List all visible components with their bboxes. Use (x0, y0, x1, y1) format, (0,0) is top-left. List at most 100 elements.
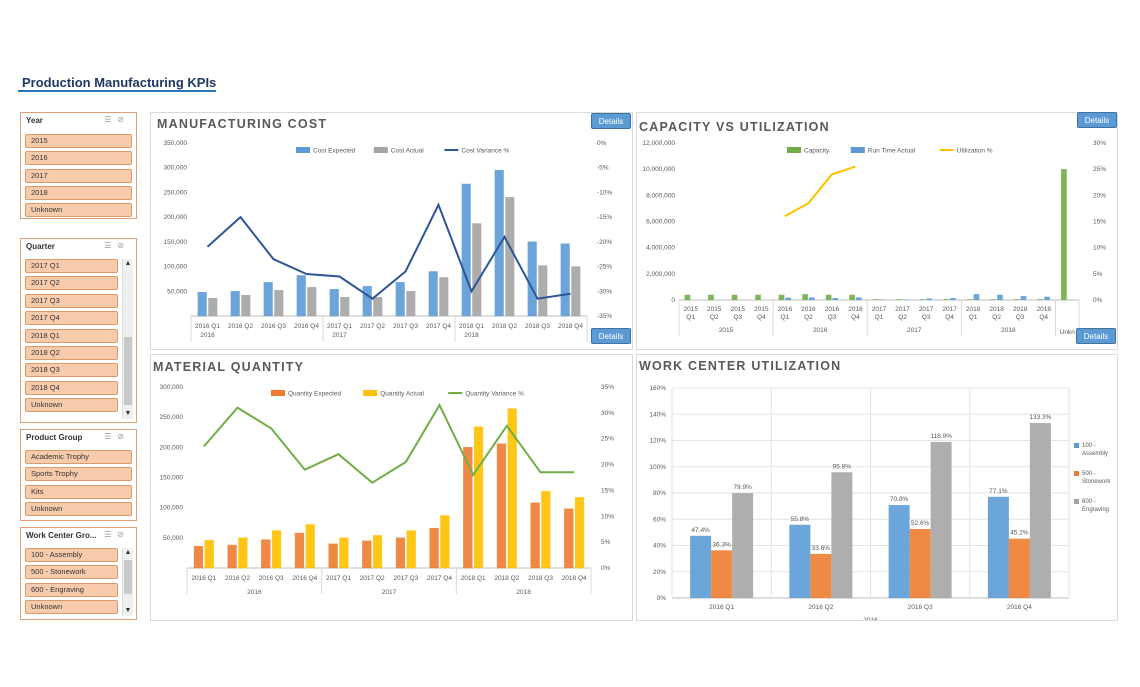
scroll-thumb[interactable] (124, 337, 132, 405)
legend-swatch (1074, 499, 1079, 504)
data-label: 33.6% (812, 545, 831, 552)
legend-label: Quantity Actual (380, 391, 424, 398)
slicer-item[interactable]: Unknown (25, 502, 132, 516)
bar (1029, 423, 1051, 598)
y-tick-label: 100% (649, 464, 666, 471)
chart-title: MANUFACTURING COST (157, 117, 328, 131)
slicer-item[interactable]: Unknown (25, 600, 118, 614)
data-label: 79.9% (733, 484, 752, 491)
x-tick-label: 2017 (872, 306, 887, 313)
details-button[interactable]: Details (1077, 112, 1117, 128)
slicer-item[interactable]: 2015 (25, 134, 132, 148)
y2-tick-label: 30% (601, 410, 614, 417)
slicer-item[interactable]: 2018 Q1 (25, 329, 118, 343)
year-slicer: Year ☰⊘ 2015 2016 2017 2018 Unknown (20, 112, 137, 219)
y2-tick-label: 20% (1093, 192, 1106, 199)
slicer-scrollbar[interactable]: ▲ ▼ (122, 259, 133, 419)
x-tick-label: Q1 (875, 314, 884, 321)
multi-select-icon[interactable]: ☰ (104, 115, 118, 124)
slicer-item[interactable]: 2017 Q3 (25, 294, 118, 308)
slicer-item[interactable]: 600 - Engraving (25, 583, 118, 597)
x-tick-label: 2016 Q1 (195, 323, 220, 330)
slicer-item[interactable]: 2018 Q4 (25, 381, 118, 395)
data-label: 133.3% (1029, 414, 1051, 421)
bar (271, 530, 282, 569)
x-tick-label: 2016 Q4 (294, 323, 319, 330)
scroll-up-icon[interactable]: ▲ (124, 549, 132, 556)
x-tick-label: 2017 (919, 306, 934, 313)
slicer-item[interactable]: 2017 (25, 169, 132, 183)
y-tick-label: 100,000 (160, 505, 184, 512)
x-tick-label: 2016 (848, 306, 863, 313)
clear-filter-icon[interactable]: ⊘ (117, 115, 130, 124)
slicer-item[interactable]: 2018 (25, 186, 132, 200)
y2-tick-label: 5% (1093, 271, 1103, 278)
bar (461, 183, 471, 317)
slicer-item[interactable]: 2018 Q3 (25, 363, 118, 377)
data-label: 47.4% (691, 527, 710, 534)
x-tick-label: Q1 (686, 314, 695, 321)
legend-label: Engraving (1082, 507, 1109, 513)
x-tick-label: Q3 (922, 314, 931, 321)
x-tick-label: 2016 (825, 306, 840, 313)
x-tick-label: 2016 Q1 (191, 575, 216, 582)
multi-select-icon[interactable]: ☰ (104, 432, 118, 441)
x-tick-label: 2015 (707, 306, 722, 313)
clear-filter-icon[interactable]: ⊘ (117, 241, 130, 250)
clear-filter-icon[interactable]: ⊘ (117, 432, 130, 441)
bar (973, 294, 980, 300)
bar (825, 294, 832, 300)
scroll-thumb[interactable] (124, 560, 132, 594)
x-tick-label: Q1 (969, 314, 978, 321)
legend-label: Cost Expected (313, 148, 356, 155)
slicer-item[interactable]: Academic Trophy (25, 450, 132, 464)
quarter-slicer: Quarter ☰⊘ 2017 Q1 2017 Q2 2017 Q3 2017 … (20, 238, 137, 423)
bar (538, 265, 548, 317)
line-series (203, 402, 575, 484)
slicer-item[interactable]: 100 - Assembly (25, 548, 118, 562)
scroll-down-icon[interactable]: ▼ (124, 607, 132, 614)
bar (372, 535, 383, 569)
slicer-item[interactable]: Sports Trophy (25, 467, 132, 481)
y2-tick-label: 0% (601, 565, 611, 572)
slicer-item[interactable]: 500 - Stonework (25, 565, 118, 579)
clear-filter-icon[interactable]: ⊘ (117, 530, 130, 539)
bar (428, 271, 438, 317)
x-tick-label: 2015 (684, 306, 699, 313)
slicer-item[interactable]: 2018 Q2 (25, 346, 118, 360)
slicer-item[interactable]: Unknown (25, 398, 118, 412)
slicer-item[interactable]: Unknown (25, 203, 132, 217)
y2-tick-label: -30% (597, 288, 612, 295)
legend-swatch (1074, 443, 1079, 448)
details-button[interactable]: Details (591, 113, 631, 129)
details-button[interactable]: Details (1076, 328, 1116, 344)
line-series (206, 202, 571, 300)
multi-select-icon[interactable]: ☰ (104, 241, 118, 250)
x-tick-label: Q2 (898, 314, 907, 321)
slicer-item[interactable]: Kits (25, 485, 132, 499)
bar (943, 299, 950, 300)
details-button[interactable]: Details (591, 328, 631, 344)
slicer-item[interactable]: 2017 Q1 (25, 259, 118, 273)
slicer-scrollbar[interactable]: ▲ ▼ (122, 548, 133, 616)
slicer-item[interactable]: 2016 (25, 151, 132, 165)
slicer-item[interactable]: 2017 Q4 (25, 311, 118, 325)
bar (997, 294, 1003, 300)
scroll-up-icon[interactable]: ▲ (124, 260, 132, 267)
y2-tick-label: 0% (1093, 297, 1103, 304)
y-tick-label: 80% (653, 490, 666, 497)
slicer-item[interactable]: 2017 Q2 (25, 276, 118, 290)
y2-tick-label: 15% (601, 487, 614, 494)
y-tick-label: 150,000 (164, 239, 188, 246)
legend-label: Stonework (1082, 479, 1111, 485)
bar (711, 550, 733, 598)
multi-select-icon[interactable]: ☰ (104, 530, 118, 539)
bar (274, 290, 284, 317)
y-tick-label: 250,000 (164, 189, 188, 196)
bar (238, 537, 248, 569)
x-tick-label: Q4 (757, 314, 766, 321)
x-tick-label: 2018 Q4 (562, 575, 587, 582)
y-tick-label: 4,000,000 (646, 245, 675, 252)
scroll-down-icon[interactable]: ▼ (124, 410, 132, 417)
bar (339, 537, 349, 569)
